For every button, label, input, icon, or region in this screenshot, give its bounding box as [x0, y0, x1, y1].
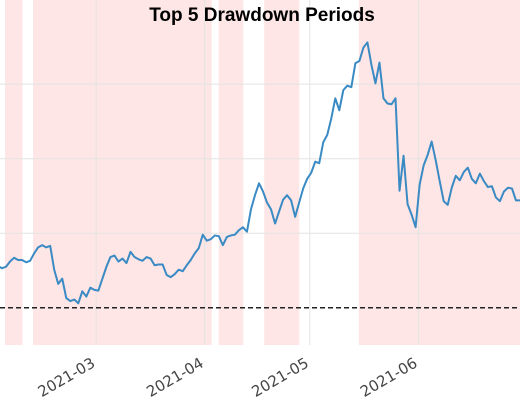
grid-group: [0, 0, 520, 345]
drawdown-region-2: [33, 0, 212, 345]
drawdown-region-1: [5, 0, 23, 345]
drawdown-shading-group: [5, 0, 520, 345]
drawdown-region-4: [264, 0, 300, 345]
chart-title: Top 5 Drawdown Periods: [149, 5, 375, 26]
drawdown-region-5: [358, 0, 520, 345]
drawdown-region-3: [218, 0, 244, 345]
series-line: [0, 41, 520, 305]
